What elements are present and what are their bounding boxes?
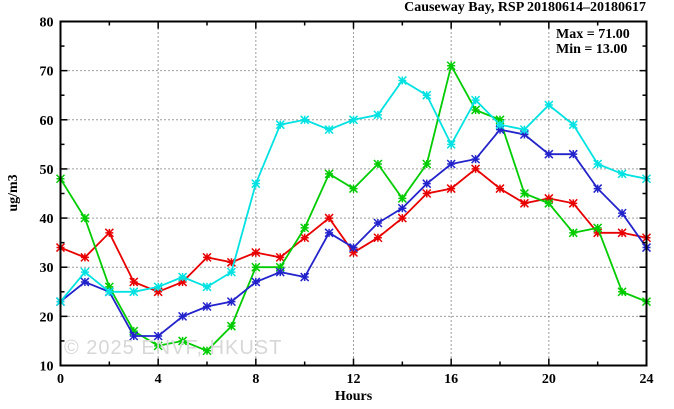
y-tick-label: 20 — [40, 310, 54, 325]
x-axis-title: Hours — [334, 389, 373, 404]
y-tick-label: 80 — [40, 16, 54, 31]
x-tick-label: 16 — [444, 372, 458, 387]
chart-title: Causeway Bay, RSP 20180614–20180617 — [404, 0, 646, 15]
y-axis-title: ug/m3 — [6, 174, 21, 212]
ticks — [59, 20, 648, 367]
series-green-markers — [55, 61, 652, 356]
stats-box: Max = 71.00 Min = 13.00 — [556, 27, 630, 57]
watermark: © 2025 ENVF, HKUST — [64, 337, 283, 359]
series-green-group — [55, 61, 652, 356]
series-green-line — [59, 63, 647, 352]
max-value-label: Max = 71.00 — [556, 27, 630, 42]
tick-labels: 0 4 8 12 16 20 24 10 20 30 40 50 60 70 80 — [40, 16, 654, 388]
min-value-label: Min = 13.00 — [556, 42, 628, 57]
x-tick-label: 20 — [542, 372, 556, 387]
x-tick-label: 0 — [57, 372, 64, 387]
x-tick-label: 4 — [155, 372, 162, 387]
y-tick-label: 50 — [40, 163, 54, 178]
gridlines — [60, 21, 647, 366]
y-tick-label: 60 — [40, 114, 54, 129]
x-tick-label: 24 — [640, 372, 654, 387]
y-tick-label: 30 — [40, 261, 54, 276]
x-tick-label: 12 — [347, 372, 361, 387]
y-tick-label: 40 — [40, 212, 54, 227]
y-tick-label: 70 — [40, 65, 54, 80]
x-tick-label: 8 — [252, 372, 259, 387]
y-tick-label: 10 — [40, 360, 54, 375]
